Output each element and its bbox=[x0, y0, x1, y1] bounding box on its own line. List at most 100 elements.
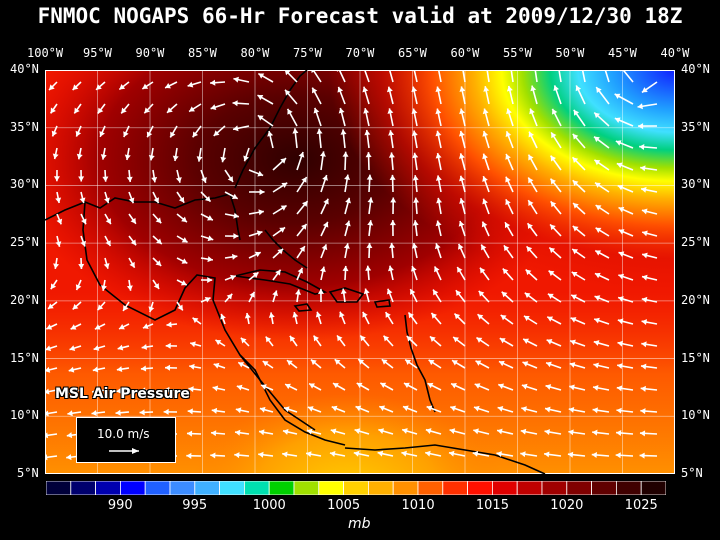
wind-arrow bbox=[363, 70, 370, 83]
wind-arrow-head bbox=[389, 174, 396, 180]
lon-label: 55°W bbox=[503, 46, 532, 60]
wind-arrow-head bbox=[595, 227, 602, 233]
wind-arrow-head bbox=[459, 108, 466, 115]
wind-arrow-head bbox=[319, 266, 326, 273]
wind-arrow-head bbox=[458, 243, 464, 250]
wind-arrow-head bbox=[258, 451, 264, 458]
hispaniola bbox=[328, 287, 365, 303]
wind-arrow-head bbox=[178, 196, 185, 203]
colorbar-tick-label: 1005 bbox=[327, 498, 361, 513]
wind-arrow-head bbox=[389, 220, 396, 226]
wind-arrow-head bbox=[55, 241, 62, 247]
wind-arrow-head bbox=[50, 107, 56, 114]
wind-arrow-head bbox=[361, 70, 366, 72]
colorbar-swatch bbox=[566, 481, 592, 495]
wind-arrow-head bbox=[186, 430, 193, 437]
wind-arrow-head bbox=[591, 451, 598, 458]
wind-arrow-head bbox=[641, 363, 647, 370]
wind-arrow-head bbox=[617, 363, 623, 369]
wind-arrow-head bbox=[547, 293, 554, 299]
wind-arrow-head bbox=[151, 176, 158, 183]
wind-arrow-head bbox=[641, 87, 648, 93]
wind-arrow-head bbox=[280, 205, 287, 211]
wind-arrow-head bbox=[292, 312, 299, 318]
wind-arrow-head bbox=[140, 365, 147, 372]
wind-arrow-head bbox=[425, 450, 431, 457]
wind-arrow-head bbox=[181, 258, 188, 264]
wind-arrow-head bbox=[386, 288, 393, 295]
wind-arrow-head bbox=[165, 364, 171, 371]
wind-arrow-head bbox=[617, 184, 624, 191]
wind-arrow-head bbox=[614, 117, 621, 123]
wind-arrow-head bbox=[340, 129, 347, 135]
wind-arrow-head bbox=[364, 129, 371, 136]
wind-arrow-head bbox=[573, 203, 579, 209]
wind-arrow-head bbox=[381, 359, 388, 365]
wind-arrow-head bbox=[187, 81, 194, 88]
wind-arrow-head bbox=[388, 265, 394, 272]
wind-arrow-head bbox=[100, 154, 107, 160]
wind-arrow-head bbox=[119, 324, 125, 330]
wind-arrow-head bbox=[240, 337, 247, 344]
wind-arrow-head bbox=[593, 362, 599, 369]
wind-arrow-head bbox=[311, 70, 317, 73]
wind-arrow-head bbox=[435, 86, 442, 93]
wind-arrow-head bbox=[116, 366, 123, 373]
wind-arrow-head bbox=[459, 198, 466, 204]
wind-arrow-head bbox=[123, 305, 129, 311]
wind-arrow-head bbox=[427, 382, 434, 389]
wind-arrow-head bbox=[403, 382, 410, 389]
wind-arrow-head bbox=[99, 131, 105, 137]
wind-arrow-head bbox=[549, 247, 556, 254]
lat-label-left: 30°N bbox=[10, 177, 39, 192]
wind-arrow-head bbox=[148, 306, 155, 313]
wind-arrow-head bbox=[129, 261, 135, 268]
wind-arrow-head bbox=[503, 245, 510, 252]
wind-arrow-head bbox=[480, 267, 486, 274]
wind-arrow-head bbox=[329, 451, 336, 457]
wind-arrow-head bbox=[548, 270, 555, 277]
cuba bbox=[234, 269, 328, 295]
wind-arrow-head bbox=[261, 384, 267, 390]
wind-arrow-head bbox=[528, 177, 534, 184]
wind-arrow-head bbox=[616, 430, 622, 436]
wind-arrow-head bbox=[204, 297, 211, 303]
wind-arrow-head bbox=[188, 386, 194, 393]
wind-arrow-head bbox=[426, 405, 433, 412]
wind-arrow-head bbox=[639, 143, 645, 150]
wind-arrow-head bbox=[498, 383, 504, 390]
wind-arrow-head bbox=[45, 432, 49, 439]
wind-arrow-head bbox=[316, 128, 323, 135]
colorbar-swatch bbox=[144, 481, 171, 495]
wind-arrow-head bbox=[506, 85, 513, 92]
wind-arrow-head bbox=[190, 341, 196, 348]
map-title: FNMOC NOGAPS 66-Hr Forecast valid at 200… bbox=[37, 4, 683, 28]
lat-label-right: 35°N bbox=[681, 119, 710, 134]
wind-arrow-head bbox=[345, 197, 351, 204]
lat-label-left: 20°N bbox=[10, 292, 39, 307]
colorbar-swatch bbox=[194, 481, 221, 495]
wind-arrow-head bbox=[367, 197, 374, 203]
us-east-coast bbox=[234, 70, 308, 189]
vector-scale-box: 10.0 m/s bbox=[76, 417, 176, 463]
wind-arrow-head bbox=[146, 131, 153, 138]
colorbar-swatch bbox=[417, 481, 444, 495]
wind-arrow-head bbox=[383, 335, 390, 342]
wind-arrow-head bbox=[210, 104, 217, 110]
wind-arrow-head bbox=[482, 198, 488, 205]
wind-arrow-head bbox=[123, 131, 129, 138]
wind-arrow bbox=[312, 70, 322, 83]
wind-arrow-head bbox=[344, 174, 351, 181]
colorbar-tick-label: 1000 bbox=[252, 498, 286, 513]
colorbar-tick-label: 995 bbox=[182, 498, 208, 513]
wind-arrow-head bbox=[213, 130, 220, 136]
wind-arrow-head bbox=[47, 303, 54, 309]
colorbar-swatch bbox=[95, 481, 121, 495]
wind-arrow-head bbox=[207, 277, 213, 284]
wind-arrow-head bbox=[66, 454, 72, 461]
wind-arrow-head bbox=[435, 220, 442, 227]
wind-arrow-head bbox=[215, 339, 222, 346]
wind-arrow-head bbox=[527, 223, 533, 230]
colorbar-swatch bbox=[293, 481, 320, 495]
wind-arrow-head bbox=[53, 263, 60, 269]
